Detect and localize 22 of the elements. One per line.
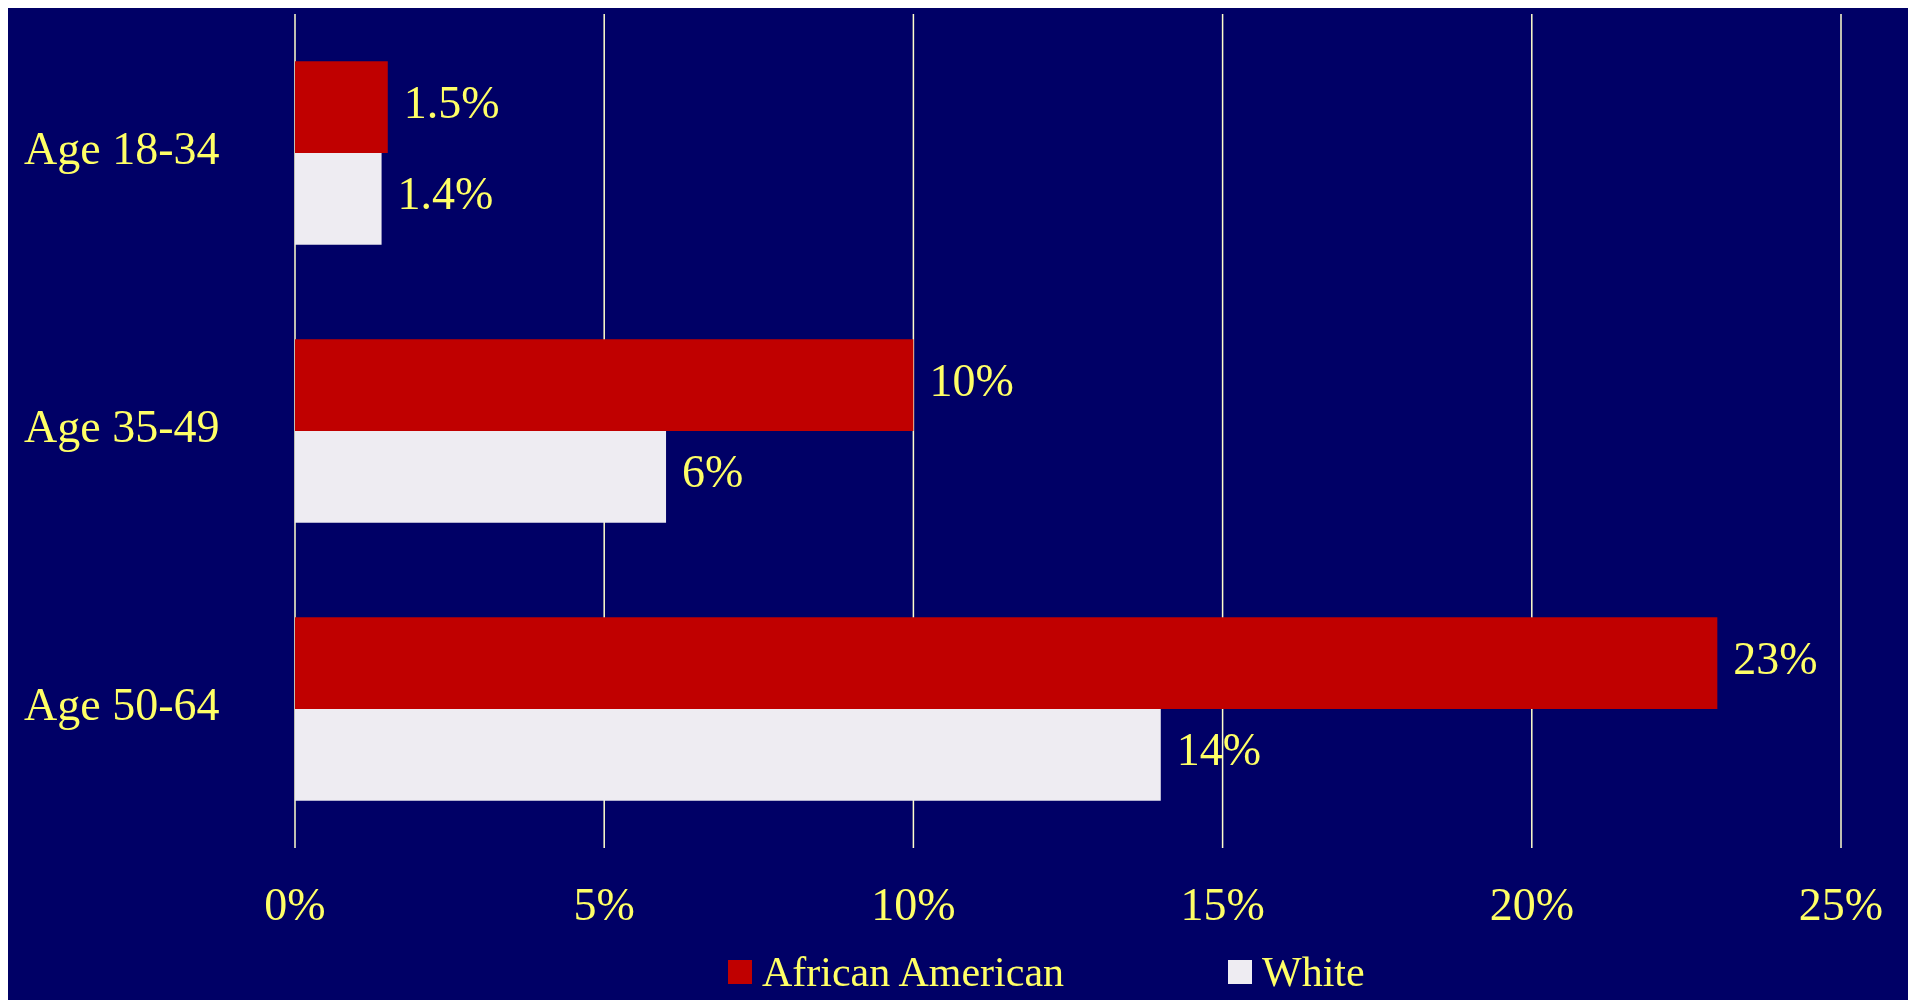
legend-label: African American — [762, 949, 1065, 995]
bar — [295, 339, 914, 431]
x-tick-label: 20% — [1489, 879, 1574, 930]
x-tick-label: 5% — [573, 879, 635, 930]
data-label: 1.5% — [403, 76, 500, 128]
bar — [295, 431, 667, 523]
y-tick-label: Age 18-34 — [24, 122, 220, 174]
bar — [295, 61, 388, 153]
bar — [295, 617, 1718, 709]
bar — [295, 709, 1161, 801]
legend-label: White — [1262, 949, 1365, 995]
x-tick-label: 25% — [1798, 879, 1884, 930]
x-tick-label: 10% — [871, 879, 956, 930]
y-tick-label: Age 50-64 — [24, 678, 220, 730]
data-label: 23% — [1733, 632, 1818, 684]
data-label: 6% — [682, 446, 744, 498]
data-label: 10% — [929, 354, 1014, 406]
data-label: 1.4% — [397, 168, 494, 220]
x-tick-label: 0% — [264, 879, 326, 930]
bar — [295, 153, 382, 245]
x-tick-label: 15% — [1180, 879, 1265, 930]
y-tick-label: Age 35-49 — [24, 400, 220, 452]
